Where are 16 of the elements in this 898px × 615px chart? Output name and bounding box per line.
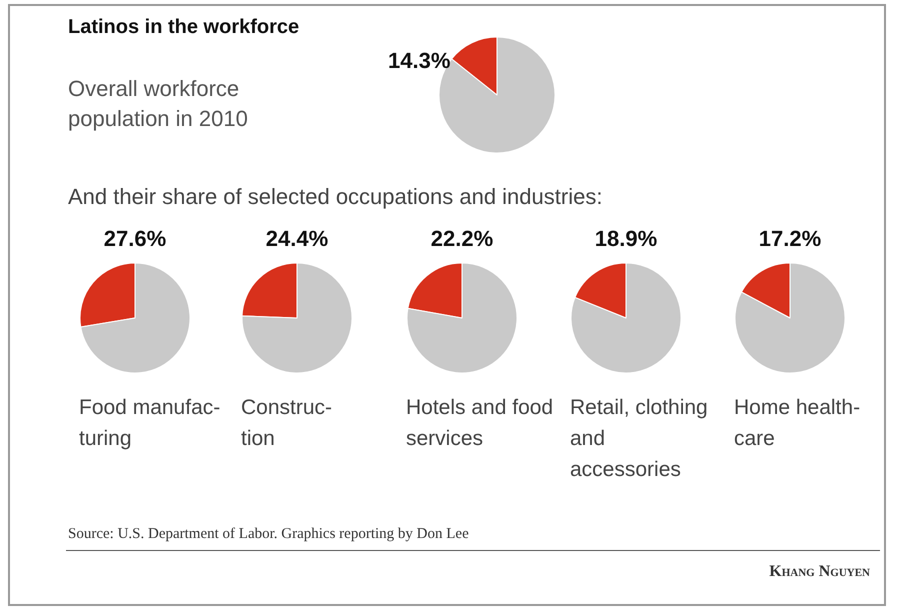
text: Home health-care	[734, 395, 862, 452]
text: Hotels and food services	[406, 395, 554, 452]
text: And their share of selected occupations and industries:	[68, 184, 602, 210]
text: Khang Nguyen	[768, 563, 870, 581]
data-label: 27.6%	[102, 226, 168, 252]
data-label: 18.9%	[594, 226, 658, 252]
source-note: Source: U.S. Department of Labor. Graphics reporting by Don Lee	[68, 526, 469, 543]
data-label: 17.2%	[758, 226, 822, 252]
text: Overall workforce population in 2010	[68, 75, 249, 133]
data-label: 22.2%	[430, 226, 494, 252]
text: Retail, clothing and accessories	[570, 395, 709, 483]
data-label: 24.4%	[264, 226, 330, 252]
data-label: 14.3%	[388, 48, 450, 74]
text: Latinos in the workforce	[68, 16, 300, 39]
text: Construc-tion	[241, 395, 334, 452]
text: Food manufac-turing	[79, 395, 222, 452]
